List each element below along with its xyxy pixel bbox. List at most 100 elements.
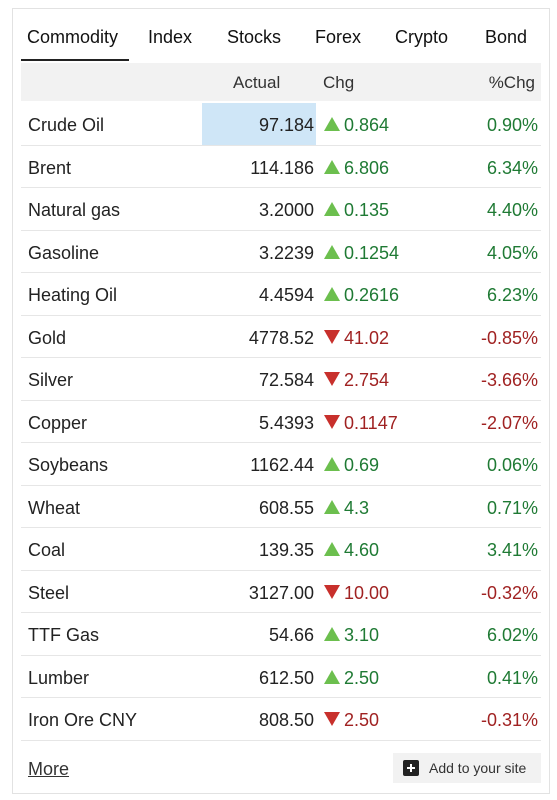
table-row[interactable]: Gasoline 3.2239 0.1254 4.05% bbox=[21, 231, 541, 273]
actual: 54.66 bbox=[268, 625, 314, 645]
table-row[interactable]: Gold 4778.52 41.02 -0.85% bbox=[21, 316, 541, 358]
percent-change: 0.71% bbox=[486, 497, 538, 518]
actual: 139.35 bbox=[258, 540, 314, 560]
percent-change: -2.07% bbox=[480, 412, 538, 433]
actual: 3.2000 bbox=[258, 200, 314, 220]
actual: 3.2239 bbox=[258, 242, 314, 263]
name: Gold bbox=[28, 327, 67, 348]
percent-change: 4.05% bbox=[486, 242, 538, 263]
actual: 608.55 bbox=[258, 497, 314, 518]
more-link[interactable]: More bbox=[28, 759, 70, 779]
down-arrow bbox=[324, 712, 340, 726]
change: 2.754 bbox=[344, 370, 390, 390]
table-row[interactable]: Heating Oil 4.4594 0.2616 6.23% bbox=[21, 273, 541, 316]
table-row[interactable]: Crude Oil 97.184 0.864 0.90% bbox=[21, 103, 541, 146]
tab[interactable]: Commodity bbox=[27, 27, 119, 47]
actual: 1162.44 bbox=[250, 455, 314, 475]
table-row[interactable]: Coal 139.35 4.60 3.41% bbox=[21, 528, 541, 571]
percent-change: -3.66% bbox=[480, 370, 538, 390]
name: Crude Oil bbox=[28, 115, 105, 135]
name: Coal bbox=[28, 540, 66, 560]
header-actual: Actual bbox=[233, 73, 281, 92]
change: 6.806 bbox=[344, 157, 390, 178]
percent-change: 6.02% bbox=[486, 625, 538, 645]
table-row[interactable]: Copper 5.4393 0.1147 -2.07% bbox=[21, 401, 541, 443]
down-arrow bbox=[324, 329, 340, 344]
name: Copper bbox=[28, 412, 88, 433]
name: Gasoline bbox=[28, 242, 100, 263]
active-tab-underline bbox=[21, 59, 129, 61]
table-row[interactable]: Iron Ore CNY 808.50 2.50 -0.31% bbox=[21, 698, 541, 741]
footer: More Add to your site bbox=[21, 749, 541, 789]
name: Lumber bbox=[28, 667, 90, 688]
table-row[interactable]: Natural gas 3.2000 0.135 4.40% bbox=[21, 188, 541, 231]
table-row[interactable]: Soybeans 1162.44 0.69 0.06% bbox=[21, 443, 541, 486]
up-arrow bbox=[324, 117, 340, 131]
change: 10.00 bbox=[344, 582, 390, 603]
header-chg: Chg bbox=[323, 73, 355, 92]
down-arrow bbox=[324, 584, 340, 599]
change: 0.864 bbox=[344, 115, 390, 135]
name: Heating Oil bbox=[28, 285, 118, 305]
add-label: Add to your site bbox=[429, 760, 527, 776]
actual: 3127.00 bbox=[248, 582, 314, 603]
change: 3.10 bbox=[344, 625, 380, 645]
table-header: Actual Chg %Chg bbox=[21, 63, 541, 101]
table-row[interactable]: Lumber 612.50 2.50 0.41% bbox=[21, 656, 541, 698]
percent-change: 6.34% bbox=[486, 157, 538, 178]
actual: 4778.52 bbox=[248, 327, 314, 348]
change: 4.60 bbox=[344, 540, 380, 560]
name: Steel bbox=[28, 582, 70, 603]
change: 0.2616 bbox=[344, 285, 400, 305]
plus-icon bbox=[403, 760, 419, 776]
table-row[interactable]: TTF Gas 54.66 3.10 6.02% bbox=[21, 613, 541, 656]
tab[interactable]: Crypto bbox=[395, 27, 449, 47]
change: 2.50 bbox=[344, 710, 380, 730]
name: Soybeans bbox=[28, 455, 109, 475]
actual: 114.186 bbox=[250, 157, 314, 178]
actual: 4.4594 bbox=[258, 285, 314, 305]
change: 4.3 bbox=[344, 497, 370, 518]
table-row[interactable]: Brent 114.186 6.806 6.34% bbox=[21, 146, 541, 188]
up-arrow bbox=[324, 457, 340, 471]
tab-bar: Commodity Index Stocks Forex Crypto Bond bbox=[21, 17, 541, 63]
percent-change: -0.85% bbox=[480, 327, 538, 348]
up-arrow bbox=[324, 202, 340, 216]
actual: 612.50 bbox=[258, 667, 314, 688]
tab[interactable]: Index bbox=[148, 27, 193, 47]
tab[interactable]: Forex bbox=[315, 27, 362, 47]
add-button[interactable]: Add to your site bbox=[393, 753, 541, 783]
table-row[interactable]: Silver 72.584 2.754 -3.66% bbox=[21, 358, 541, 401]
up-arrow bbox=[324, 244, 340, 259]
percent-change: -0.32% bbox=[480, 582, 538, 603]
up-arrow bbox=[324, 627, 340, 641]
percent-change: 0.06% bbox=[486, 455, 538, 475]
percent-change: 3.41% bbox=[486, 540, 538, 560]
name: Silver bbox=[28, 370, 74, 390]
name: Wheat bbox=[28, 497, 81, 518]
tab[interactable]: Stocks bbox=[227, 27, 282, 47]
percent-change: 0.41% bbox=[486, 667, 538, 688]
change: 0.1254 bbox=[344, 242, 400, 263]
name: Natural gas bbox=[28, 200, 121, 220]
widget: Commodity Index Stocks Forex Crypto Bond Actu… bbox=[12, 8, 550, 794]
actual: 808.50 bbox=[258, 710, 314, 730]
up-arrow bbox=[324, 669, 340, 684]
percent-change: 4.40% bbox=[486, 200, 538, 220]
change: 41.02 bbox=[344, 327, 390, 348]
name: Iron Ore CNY bbox=[28, 710, 138, 730]
up-arrow bbox=[324, 159, 340, 174]
down-arrow bbox=[324, 414, 340, 429]
highlight bbox=[202, 103, 316, 145]
down-arrow bbox=[324, 372, 340, 386]
name: TTF Gas bbox=[28, 625, 99, 645]
tab[interactable]: Bond bbox=[485, 27, 528, 47]
change: 0.69 bbox=[344, 455, 380, 475]
change: 0.135 bbox=[344, 200, 390, 220]
table-row[interactable]: Wheat 608.55 4.3 0.71% bbox=[21, 486, 541, 528]
percent-change: 6.23% bbox=[486, 285, 538, 305]
percent-change: 0.90% bbox=[486, 115, 538, 135]
name: Brent bbox=[28, 157, 72, 178]
table-row[interactable]: Steel 3127.00 10.00 -0.32% bbox=[21, 571, 541, 613]
